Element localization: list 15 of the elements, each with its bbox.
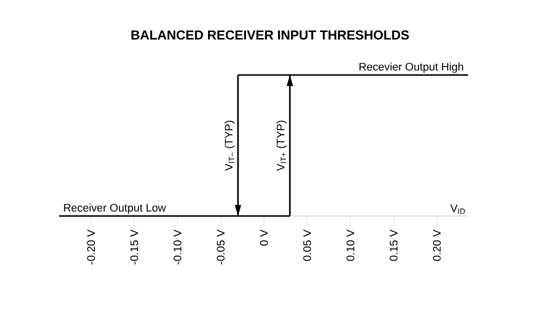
x-tick-label: 0.20 V [432,230,441,261]
x-tick-label: 0.15 V [390,230,398,261]
x-tick-label: -0.10 V [174,230,182,264]
x-tick-label: -0.20 V [87,230,95,264]
annotation: Recevier Output High [360,62,464,73]
x-tick-label: 0.05 V [303,230,312,261]
chart-title: BALANCED RECEIVER INPUT THRESHOLDS [131,30,409,40]
x-tick-label: 0.10 V [346,230,354,261]
x-tick-label: -0.05 V [216,230,225,264]
x-tick-label: -0.15 V [130,230,138,264]
x-axis-title: V$_{ID}$ [450,204,465,214]
annotation: V$_{IT+}$ (TYP) [276,120,287,171]
x-tick-label: 0 V [260,230,268,246]
annotation: V$_{IT–}$ (TYP) [224,120,235,171]
annotation: Receiver Output Low [64,204,166,214]
